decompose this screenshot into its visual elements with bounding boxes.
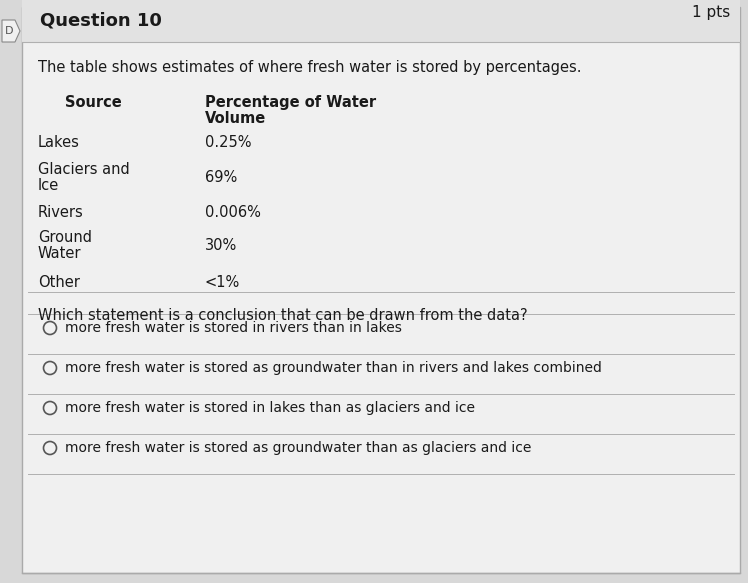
Text: more fresh water is stored as groundwater than in rivers and lakes combined: more fresh water is stored as groundwate…	[65, 361, 602, 375]
Text: more fresh water is stored as groundwater than as glaciers and ice: more fresh water is stored as groundwate…	[65, 441, 531, 455]
Text: 1 pts: 1 pts	[692, 5, 730, 20]
Text: Lakes: Lakes	[38, 135, 80, 150]
Text: Other: Other	[38, 275, 80, 290]
Text: Ice: Ice	[38, 178, 59, 193]
Text: D: D	[5, 26, 13, 36]
Text: 0.006%: 0.006%	[205, 205, 261, 220]
Text: Volume: Volume	[205, 111, 266, 126]
Text: more fresh water is stored in rivers than in lakes: more fresh water is stored in rivers tha…	[65, 321, 402, 335]
Text: more fresh water is stored in lakes than as glaciers and ice: more fresh water is stored in lakes than…	[65, 401, 475, 415]
Text: <1%: <1%	[205, 275, 240, 290]
Text: The table shows estimates of where fresh water is stored by percentages.: The table shows estimates of where fresh…	[38, 60, 581, 75]
Text: 0.25%: 0.25%	[205, 135, 251, 150]
Text: Rivers: Rivers	[38, 205, 84, 220]
Bar	[22, 0, 740, 42]
Text: Which statement is a conclusion that can be drawn from the data?: Which statement is a conclusion that can…	[38, 308, 527, 323]
Text: Ground: Ground	[38, 230, 92, 245]
Text: 30%: 30%	[205, 238, 237, 253]
Text: Question 10: Question 10	[40, 12, 162, 30]
Text: Source: Source	[65, 95, 122, 110]
Text: Percentage of Water: Percentage of Water	[205, 95, 376, 110]
Text: Glaciers and: Glaciers and	[38, 162, 129, 177]
Polygon shape	[2, 20, 20, 42]
Text: Water: Water	[38, 246, 82, 261]
Text: 69%: 69%	[205, 170, 237, 185]
